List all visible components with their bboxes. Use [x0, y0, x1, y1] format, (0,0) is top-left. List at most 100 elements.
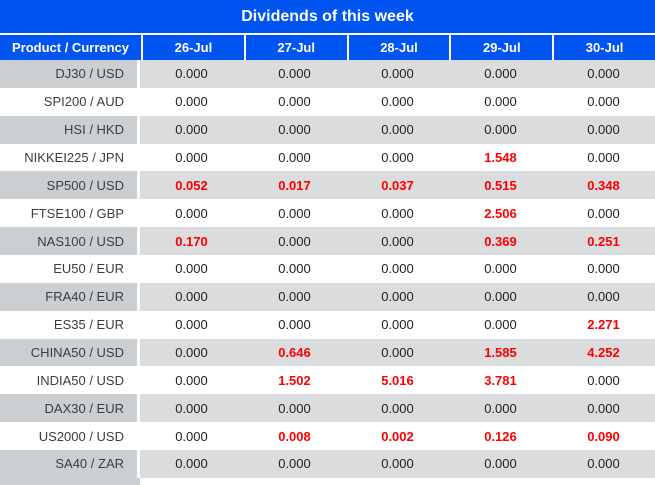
table-row: DAX30 / EUR 0.000 0.000 0.000 0.000 0.000 [0, 394, 655, 423]
dividend-value-cell: 1.502 [243, 366, 346, 395]
date-column-header: 30-Jul [552, 35, 655, 60]
dividend-value-cell: 5.016 [346, 366, 449, 395]
dividend-value-cell: 0.515 [449, 171, 552, 200]
product-cell: EU50 / EUR [0, 255, 140, 283]
dividend-value-cell: 0.000 [552, 60, 655, 88]
dividend-value-cell: 0.000 [449, 115, 552, 144]
dividend-value-cell: 0.348 [552, 171, 655, 200]
dividend-value-cell: 0.000 [449, 394, 552, 423]
dividend-value-cell: 0.369 [449, 227, 552, 256]
dividend-value-cell: 0.052 [140, 171, 243, 200]
product-cell: INDIA50 / USD [0, 366, 140, 395]
dividend-value-cell: 2.506 [449, 199, 552, 228]
dividend-value-cell: 0.000 [346, 394, 449, 423]
dividend-value-cell: 0.170 [140, 227, 243, 256]
dividend-value-cell: 0.002 [346, 422, 449, 451]
dividend-value-cell: 0.000 [140, 282, 243, 311]
dividend-value-cell: 0.000 [243, 199, 346, 228]
product-cell: SPI200 / AUD [0, 87, 140, 116]
dividend-value-cell: 0.000 [346, 282, 449, 311]
product-cell: SA40 / ZAR [0, 450, 140, 478]
dividend-value-cell: 0.037 [346, 171, 449, 200]
dividend-value-cell: 0.000 [243, 115, 346, 144]
dividend-value-cell: 1.585 [449, 338, 552, 367]
product-cell: DAX30 / EUR [0, 394, 140, 423]
table-row: EU50 / EUR 0.000 0.000 0.000 0.000 0.000 [0, 255, 655, 283]
table-row: NAS100 / USD 0.170 0.000 0.000 0.369 0.251 [0, 227, 655, 256]
dividend-value-cell: 0.000 [346, 143, 449, 172]
product-cell: FRA40 / EUR [0, 282, 140, 311]
dividend-value-cell: 0.000 [552, 115, 655, 144]
product-cell: NIKKEI225 / JPN [0, 143, 140, 172]
bottom-strip [0, 478, 655, 485]
dividend-value-cell: 0.000 [140, 115, 243, 144]
dividend-value-cell: 0.000 [449, 282, 552, 311]
dividend-value-cell: 0.017 [243, 171, 346, 200]
dividend-value-cell: 0.000 [552, 255, 655, 283]
dividend-value-cell: 0.000 [243, 60, 346, 88]
dividend-value-cell: 3.781 [449, 366, 552, 395]
dividend-value-cell: 0.000 [346, 310, 449, 339]
dividend-value-cell: 0.000 [552, 143, 655, 172]
dividend-value-cell: 0.000 [552, 394, 655, 423]
dividend-value-cell: 0.000 [346, 450, 449, 478]
date-column-header: 28-Jul [346, 35, 450, 60]
dividend-value-cell: 0.000 [243, 310, 346, 339]
dividend-value-cell: 0.000 [449, 60, 552, 88]
dividend-value-cell: 0.000 [346, 60, 449, 88]
dividend-value-cell: 0.000 [243, 255, 346, 283]
dividend-value-cell: 0.000 [346, 338, 449, 367]
bottom-strip-rest [140, 478, 655, 485]
dividend-value-cell: 0.000 [140, 394, 243, 423]
dividend-value-cell: 0.000 [140, 366, 243, 395]
dividend-value-cell: 0.000 [243, 227, 346, 256]
widget-title-bar: Dividends of this week [0, 0, 655, 35]
table-header-row: Product / Currency 26-Jul 27-Jul 28-Jul 29-… [0, 35, 655, 60]
dividend-value-cell: 0.090 [552, 422, 655, 451]
table-row: INDIA50 / USD 0.000 1.502 5.016 3.781 0.000 [0, 366, 655, 395]
dividend-value-cell: 0.000 [346, 255, 449, 283]
dividend-value-cell: 0.000 [140, 338, 243, 367]
dividend-value-cell: 0.000 [243, 143, 346, 172]
dividend-value-cell: 0.000 [552, 450, 655, 478]
date-column-header: 29-Jul [449, 35, 552, 60]
table-row: HSI / HKD 0.000 0.000 0.000 0.000 0.000 [0, 115, 655, 144]
dividend-value-cell: 0.000 [346, 227, 449, 256]
dividend-value-cell: 0.000 [243, 282, 346, 311]
dividend-value-cell: 0.000 [140, 310, 243, 339]
product-cell: DJ30 / USD [0, 60, 140, 88]
dividend-value-cell: 4.252 [552, 338, 655, 367]
dividend-value-cell: 0.000 [346, 115, 449, 144]
dividend-value-cell: 0.000 [243, 394, 346, 423]
dividend-value-cell: 0.000 [140, 450, 243, 478]
dividend-value-cell: 0.000 [243, 450, 346, 478]
product-currency-header: Product / Currency [11, 40, 130, 55]
table-row: SA40 / ZAR 0.000 0.000 0.000 0.000 0.000 [0, 450, 655, 478]
date-column-header: 27-Jul [243, 35, 347, 60]
table-body: DJ30 / USD 0.000 0.000 0.000 0.000 0.000 SPI… [0, 60, 655, 478]
table-row: FRA40 / EUR 0.000 0.000 0.000 0.000 0.000 [0, 282, 655, 311]
product-cell: SP500 / USD [0, 171, 140, 200]
dividend-value-cell: 0.000 [346, 87, 449, 116]
dividend-value-cell: 0.000 [552, 282, 655, 311]
product-cell: NAS100 / USD [0, 227, 140, 256]
dividend-value-cell: 0.000 [552, 199, 655, 228]
table-row: SP500 / USD 0.052 0.017 0.037 0.515 0.348 [0, 171, 655, 200]
dividend-value-cell: 0.000 [140, 199, 243, 228]
product-cell: CHINA50 / USD [0, 338, 140, 367]
dividend-value-cell: 0.000 [140, 143, 243, 172]
dividend-value-cell: 0.000 [449, 87, 552, 116]
date-column-header: 26-Jul [141, 35, 244, 60]
table-row: DJ30 / USD 0.000 0.000 0.000 0.000 0.000 [0, 60, 655, 88]
dividend-value-cell: 0.000 [140, 60, 243, 88]
dividend-value-cell: 0.646 [243, 338, 346, 367]
dividend-value-cell: 0.000 [346, 199, 449, 228]
product-cell: HSI / HKD [0, 115, 140, 144]
dividend-value-cell: 0.000 [449, 310, 552, 339]
dividend-value-cell: 0.008 [243, 422, 346, 451]
dividend-value-cell: 0.126 [449, 422, 552, 451]
table-row: FTSE100 / GBP 0.000 0.000 0.000 2.506 0.000 [0, 199, 655, 228]
widget-title: Dividends of this week [241, 7, 414, 25]
table-row: SPI200 / AUD 0.000 0.000 0.000 0.000 0.000 [0, 87, 655, 116]
